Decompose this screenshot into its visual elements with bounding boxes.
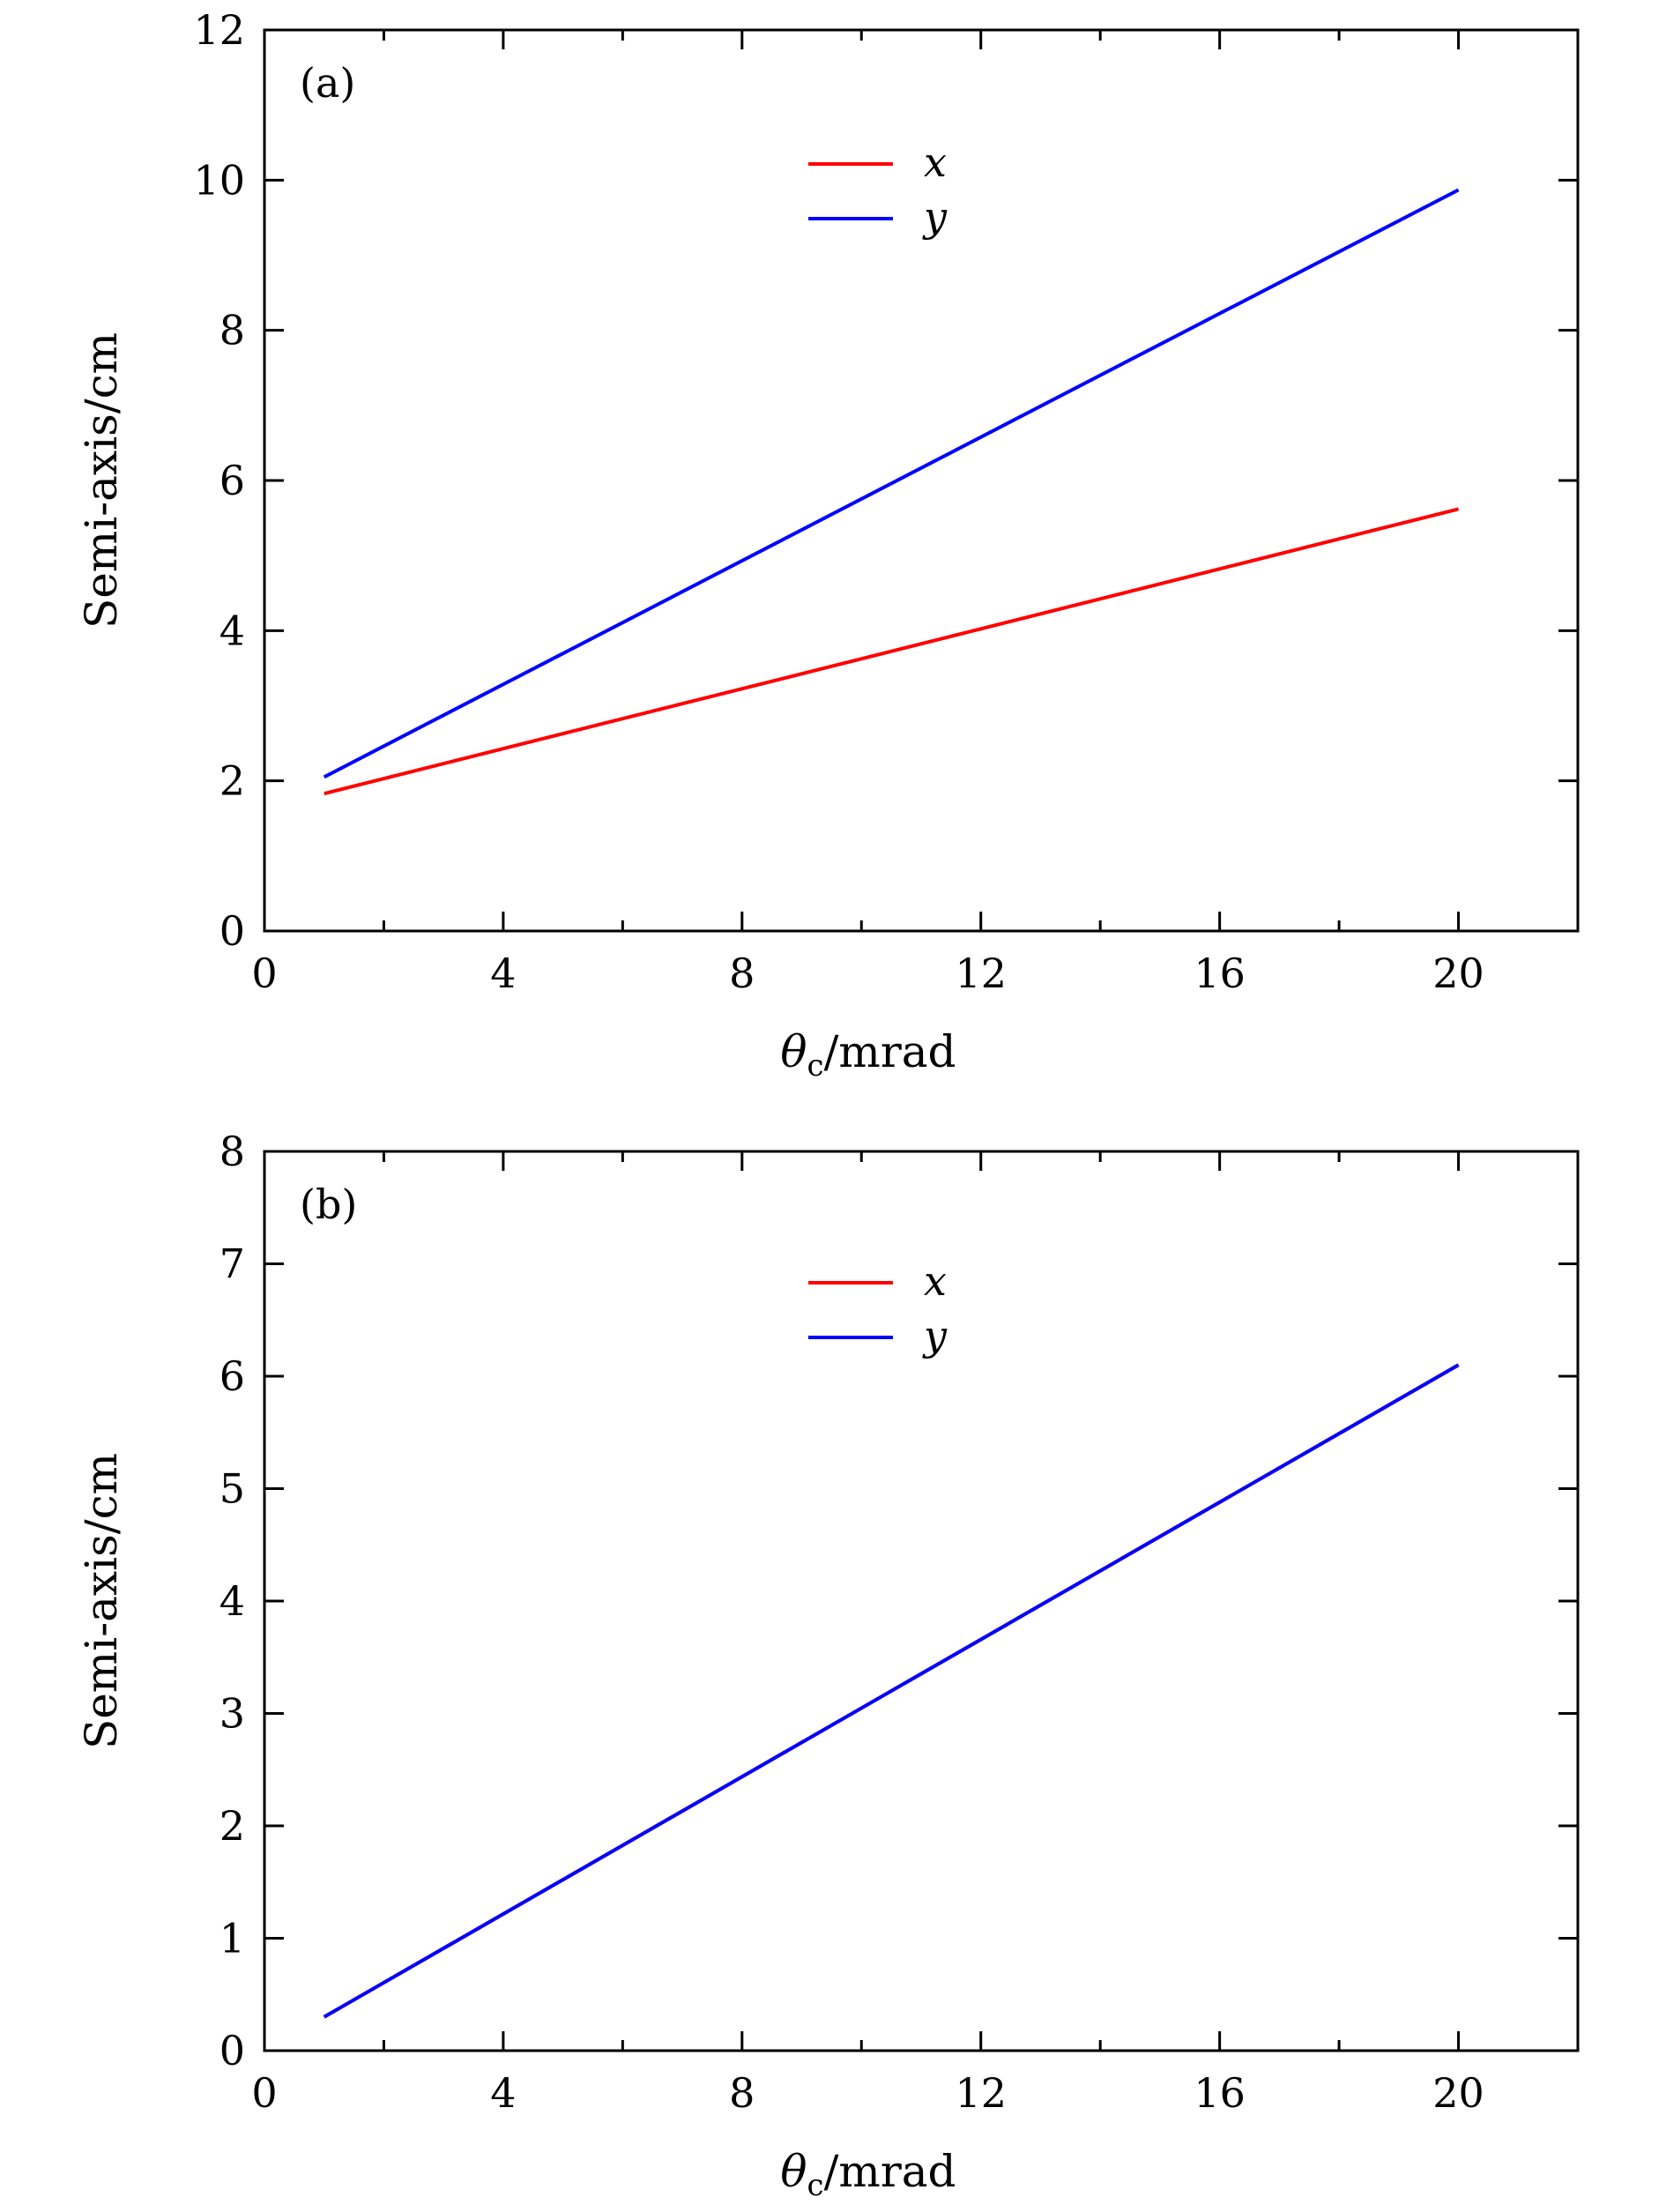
x-axis-title-symbol: θ	[780, 2146, 807, 2197]
y-tick-label: 0	[219, 2027, 245, 2074]
legend-label-x: x	[924, 1257, 947, 1305]
x-tick-label: 12	[955, 950, 1007, 997]
y-tick-label: 6	[219, 457, 245, 504]
chart-panel-a: 0 4 8 12 16 20 0 2 4 6 8 10 12 θc/mrad Semi-axis/cm (a)…	[76, 6, 1580, 1084]
series-line-y	[323, 1363, 1460, 2019]
x-tick-label: 8	[729, 950, 755, 997]
x-tick-label: 4	[490, 2069, 516, 2117]
y-tick-label: 0	[219, 907, 245, 955]
x-axis-title-unit: /mrad	[824, 2146, 956, 2197]
x-axis-title-unit: /mrad	[824, 1026, 956, 1077]
x-axis-title-subscript: c	[807, 2168, 824, 2203]
legend-label-x: x	[924, 138, 947, 186]
y-tick-label: 8	[219, 1128, 245, 1175]
x-tick-label: 20	[1432, 2069, 1484, 2117]
y-axis-title: Semi-axis/cm	[76, 332, 127, 629]
x-tick-label: 8	[729, 2069, 755, 2117]
y-tick-label: 12	[193, 6, 245, 54]
x-tick-label: 12	[955, 2069, 1007, 2117]
y-tick-label: 3	[219, 1690, 245, 1738]
x-axis-title: θc/mrad	[780, 1026, 956, 1084]
y-tick-label: 1	[219, 1915, 245, 1962]
y-axis-title: Semi-axis/cm	[76, 1453, 127, 1749]
plot-frame	[263, 1150, 1580, 2052]
y-tick-label: 4	[219, 1577, 245, 1625]
x-tick-label: 4	[490, 950, 516, 997]
x-tick-label: 16	[1194, 950, 1246, 997]
x-axis-title-symbol: θ	[780, 1026, 807, 1077]
plot-frame	[263, 28, 1580, 933]
panel-label: (b)	[300, 1180, 357, 1228]
y-tick-label: 7	[219, 1240, 245, 1288]
y-tick-label: 8	[219, 307, 245, 354]
y-tick-label: 5	[219, 1465, 245, 1513]
legend-label-y: y	[922, 1312, 948, 1359]
chart-panel-b: 0 4 8 12 16 20012345678θc/mradSemi-axis/cm(b)…	[76, 1128, 1580, 2203]
x-tick-label: 20	[1432, 950, 1484, 997]
series-line-x	[324, 507, 1460, 796]
y-tick-label: 2	[219, 1802, 245, 1850]
legend-label-y: y	[922, 193, 948, 241]
y-tick-label: 4	[219, 607, 245, 654]
x-tick-label: 0	[251, 950, 277, 997]
x-axis-title-subscript: c	[807, 1048, 824, 1084]
y-tick-label: 10	[193, 156, 245, 204]
x-tick-label: 0	[251, 2069, 277, 2117]
y-tick-label: 2	[219, 757, 245, 805]
series-line-y	[323, 188, 1460, 779]
x-axis-title: θc/mrad	[780, 2146, 956, 2203]
x-tick-label: 16	[1194, 2069, 1246, 2117]
y-tick-label: 6	[219, 1352, 245, 1400]
panel-label: (a)	[300, 59, 355, 107]
